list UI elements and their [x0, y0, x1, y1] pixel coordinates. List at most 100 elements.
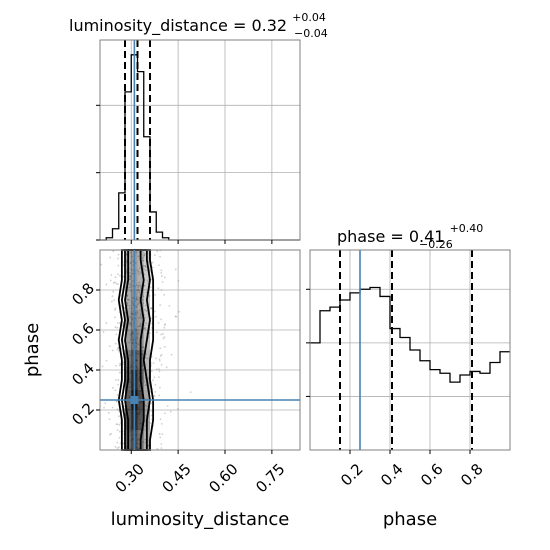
joint-sample-point-300 [129, 278, 131, 280]
joint-density-cell-6-3 [143, 310, 150, 330]
joint-sample-point-353 [174, 268, 177, 271]
joint-sample-point-110 [127, 298, 130, 301]
joint-sample-point-407 [149, 422, 152, 424]
joint-sample-point-539 [142, 302, 145, 305]
joint-sample-point-307 [118, 430, 121, 433]
joint-sample-point-505 [144, 327, 146, 329]
joint-sample-point-400 [144, 327, 146, 330]
joint-sample-point-529 [109, 256, 112, 259]
joint-sample-point-380 [115, 364, 117, 367]
joint-sample-point-286 [107, 412, 110, 414]
joint-sample-point-70 [158, 433, 161, 435]
joint-sample-point-477 [163, 336, 166, 339]
joint-sample-point-406 [162, 337, 165, 340]
joint-sample-point-277 [116, 393, 119, 396]
joint-sample-point-195 [130, 324, 133, 327]
joint-sample-point-517 [157, 376, 160, 379]
joint-sample-point-487 [114, 316, 116, 319]
joint-sample-point-77 [143, 254, 146, 257]
joint-density-cell-6-2 [137, 310, 144, 330]
joint-sample-point-451 [131, 255, 133, 258]
joint-sample-point-468 [159, 436, 162, 439]
joint-sample-point-103 [130, 312, 133, 315]
joint-sample-point-28 [108, 418, 111, 421]
joint-sample-point-363 [164, 412, 166, 415]
joint-sample-point-511 [144, 308, 146, 311]
joint-density-cell-8-2 [137, 270, 144, 290]
joint-xtick-label-1: 0.45 [159, 460, 195, 496]
joint-sample-point-88 [117, 349, 120, 352]
phase-hist-step [310, 286, 510, 383]
joint-sample-point-71 [160, 447, 163, 450]
joint-sample-point-593 [145, 310, 148, 312]
joint-sample-point-659 [150, 414, 153, 417]
joint-sample-point-507 [136, 311, 139, 314]
joint-sample-point-109 [114, 445, 117, 448]
joint-sample-point-632 [137, 286, 140, 289]
joint-sample-point-41 [137, 255, 140, 258]
joint-sample-point-418 [129, 290, 132, 292]
joint-sample-point-585 [105, 322, 108, 324]
joint-sample-point-654 [129, 251, 132, 254]
joint-sample-point-232 [131, 312, 134, 315]
joint-sample-point-22 [129, 322, 132, 325]
joint-density-contours [117, 249, 155, 451]
joint-sample-point-159 [128, 278, 131, 281]
joint-sample-point-626 [144, 304, 147, 307]
joint-sample-point-326 [105, 359, 108, 362]
joint-sample-point-231 [168, 305, 171, 307]
joint-sample-point-76 [118, 436, 121, 439]
joint-sample-point-572 [116, 447, 119, 450]
joint-sample-point-149 [114, 389, 117, 392]
luminosity-distance-histogram-grid [100, 40, 300, 240]
joint-sample-point-543 [129, 323, 131, 326]
joint-sample-point-481 [134, 305, 137, 308]
joint-sample-point-243 [134, 261, 137, 264]
joint-sample-point-204 [143, 252, 146, 255]
joint-ytick-label-0: 0.2 [68, 399, 98, 429]
joint-sample-point-201 [116, 322, 119, 324]
joint-sample-point-216 [113, 299, 116, 302]
joint-sample-point-7 [141, 346, 144, 349]
joint-sample-point-603 [159, 386, 161, 389]
joint-sample-point-483 [115, 282, 118, 285]
joint-sample-point-85 [135, 296, 138, 299]
joint-sample-point-154 [129, 276, 132, 279]
joint-sample-point-172 [160, 353, 163, 356]
joint-sample-point-372 [110, 300, 113, 303]
joint-sample-point-128 [159, 355, 162, 357]
phase-title: phase = 0.41 +0.40 −0.26 [337, 217, 488, 251]
joint-sample-point-259 [118, 322, 121, 325]
joint-sample-point-148 [149, 286, 152, 289]
joint-sample-point-119 [139, 317, 142, 319]
joint-sample-point-75 [126, 294, 129, 297]
joint-sample-point-625 [132, 296, 135, 299]
joint-sample-point-681 [114, 276, 117, 279]
joint-sample-point-559 [131, 318, 133, 321]
joint-sample-point-455 [141, 259, 144, 262]
joint-sample-point-624 [123, 307, 126, 309]
joint-sample-point-227 [117, 446, 120, 449]
joint-sample-point-241 [117, 273, 119, 276]
joint-sample-point-331 [126, 298, 129, 301]
joint-sample-point-506 [157, 287, 160, 290]
joint-sample-point-415 [138, 289, 140, 292]
joint-sample-point-570 [135, 251, 138, 254]
joint-sample-point-39 [151, 266, 154, 269]
joint-sample-point-278 [112, 290, 115, 293]
luminosity-distance-histogram-ticks [96, 104, 273, 244]
joint-sample-point-94 [150, 307, 153, 310]
joint-sample-point-667 [150, 370, 153, 373]
joint-sample-point-687 [165, 366, 168, 369]
joint-sample-point-229 [157, 322, 160, 324]
joint-sample-point-452 [137, 325, 140, 328]
joint-sample-point-566 [108, 345, 111, 348]
joint-sample-point-269 [129, 333, 132, 336]
joint-sample-point-403 [144, 404, 147, 407]
joint-sample-point-238 [135, 312, 137, 315]
joint-sample-point-601 [116, 348, 119, 351]
joint-sample-point-290 [128, 267, 131, 270]
joint-contour-0 [124, 249, 145, 451]
joint-sample-point-694 [149, 332, 151, 334]
